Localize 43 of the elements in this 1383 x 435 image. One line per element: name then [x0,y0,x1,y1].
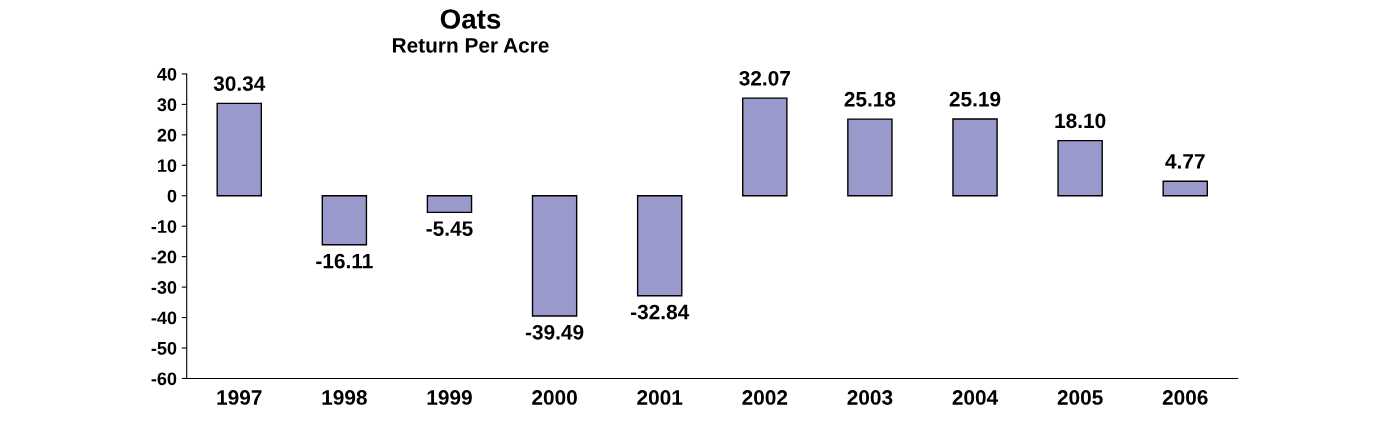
bar [1162,180,1208,197]
y-tick-label: -20 [151,250,177,264]
y-tick-label: -60 [151,372,177,386]
x-tick-label: 2000 [532,390,577,405]
y-tick-label: 20 [157,128,177,142]
bar [1057,139,1103,197]
data-label: -5.45 [426,221,473,236]
data-label: 25.19 [949,91,1001,107]
x-tick-label: 2003 [847,390,893,405]
y-tick-label: 40 [157,67,177,81]
y-tick-label: 30 [157,98,177,112]
data-label: -32.84 [630,304,690,320]
y-tick-label: -40 [151,311,177,325]
bar [742,97,788,197]
x-tick-label: 1997 [217,390,262,405]
bar [952,118,998,197]
bar [321,195,368,246]
data-label: -16.11 [316,253,373,269]
bar [426,195,473,214]
y-tick-label: -10 [151,220,177,233]
y-tick-label: 10 [158,159,177,173]
data-label: 25.18 [844,91,896,107]
bar [847,118,893,197]
chart-subtitle: Return Per Acre [392,38,549,53]
bar [531,195,578,317]
data-label: 32.07 [739,70,790,86]
x-tick-label: 2005 [1057,390,1103,405]
bar [216,102,263,197]
x-tick-label: 1998 [322,390,367,405]
y-tick-label: -30 [151,281,177,294]
x-tick-label: 2006 [1162,390,1208,405]
y-tick-label: -50 [151,341,177,355]
bar [636,195,683,297]
data-label: 18.10 [1055,113,1106,129]
y-tick-label: 0 [167,189,177,203]
data-label: -39.49 [525,324,584,340]
x-tick-label: 2002 [742,390,788,405]
chart-title: Oats [440,9,501,29]
data-label: 4.77 [1165,154,1205,169]
x-tick-label: 2004 [952,390,999,405]
data-label: 30.34 [213,76,266,91]
x-tick-label: 2001 [637,390,683,405]
x-tick-label: 1999 [427,390,472,405]
